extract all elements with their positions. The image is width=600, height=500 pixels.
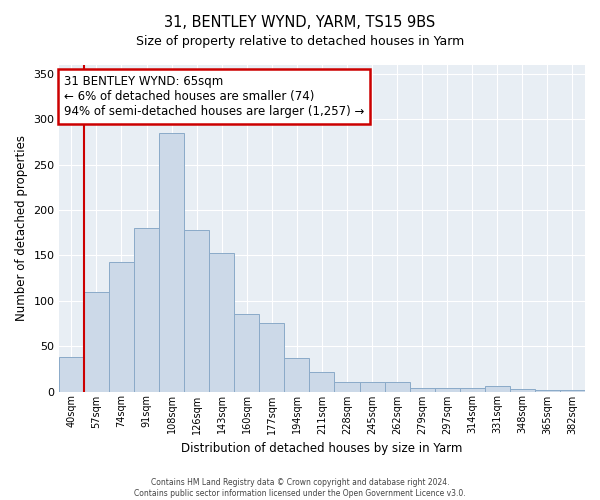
Bar (184, 230, 209, 392)
Bar (59, 357, 84, 392)
Bar (560, 390, 585, 392)
Bar (460, 388, 485, 392)
Bar (84, 292, 109, 392)
Bar (334, 382, 359, 392)
Bar (434, 388, 460, 392)
Bar (359, 382, 385, 392)
Text: 31, BENTLEY WYND, YARM, TS15 9BS: 31, BENTLEY WYND, YARM, TS15 9BS (164, 15, 436, 30)
Text: Size of property relative to detached houses in Yarm: Size of property relative to detached ho… (136, 35, 464, 48)
X-axis label: Distribution of detached houses by size in Yarm: Distribution of detached houses by size … (181, 442, 463, 455)
Bar (134, 228, 159, 392)
Text: Contains HM Land Registry data © Crown copyright and database right 2024.
Contai: Contains HM Land Registry data © Crown c… (134, 478, 466, 498)
Bar (535, 390, 560, 392)
Bar (410, 388, 434, 392)
Bar (485, 386, 510, 392)
Y-axis label: Number of detached properties: Number of detached properties (15, 136, 28, 322)
Bar (159, 133, 184, 392)
Text: 31 BENTLEY WYND: 65sqm
← 6% of detached houses are smaller (74)
94% of semi-deta: 31 BENTLEY WYND: 65sqm ← 6% of detached … (64, 75, 364, 118)
Bar (510, 389, 535, 392)
Bar (259, 324, 284, 392)
Bar (109, 262, 134, 392)
Bar (209, 252, 234, 392)
Bar (385, 382, 410, 392)
Bar (310, 372, 334, 392)
Bar (234, 314, 259, 392)
Bar (284, 358, 310, 392)
